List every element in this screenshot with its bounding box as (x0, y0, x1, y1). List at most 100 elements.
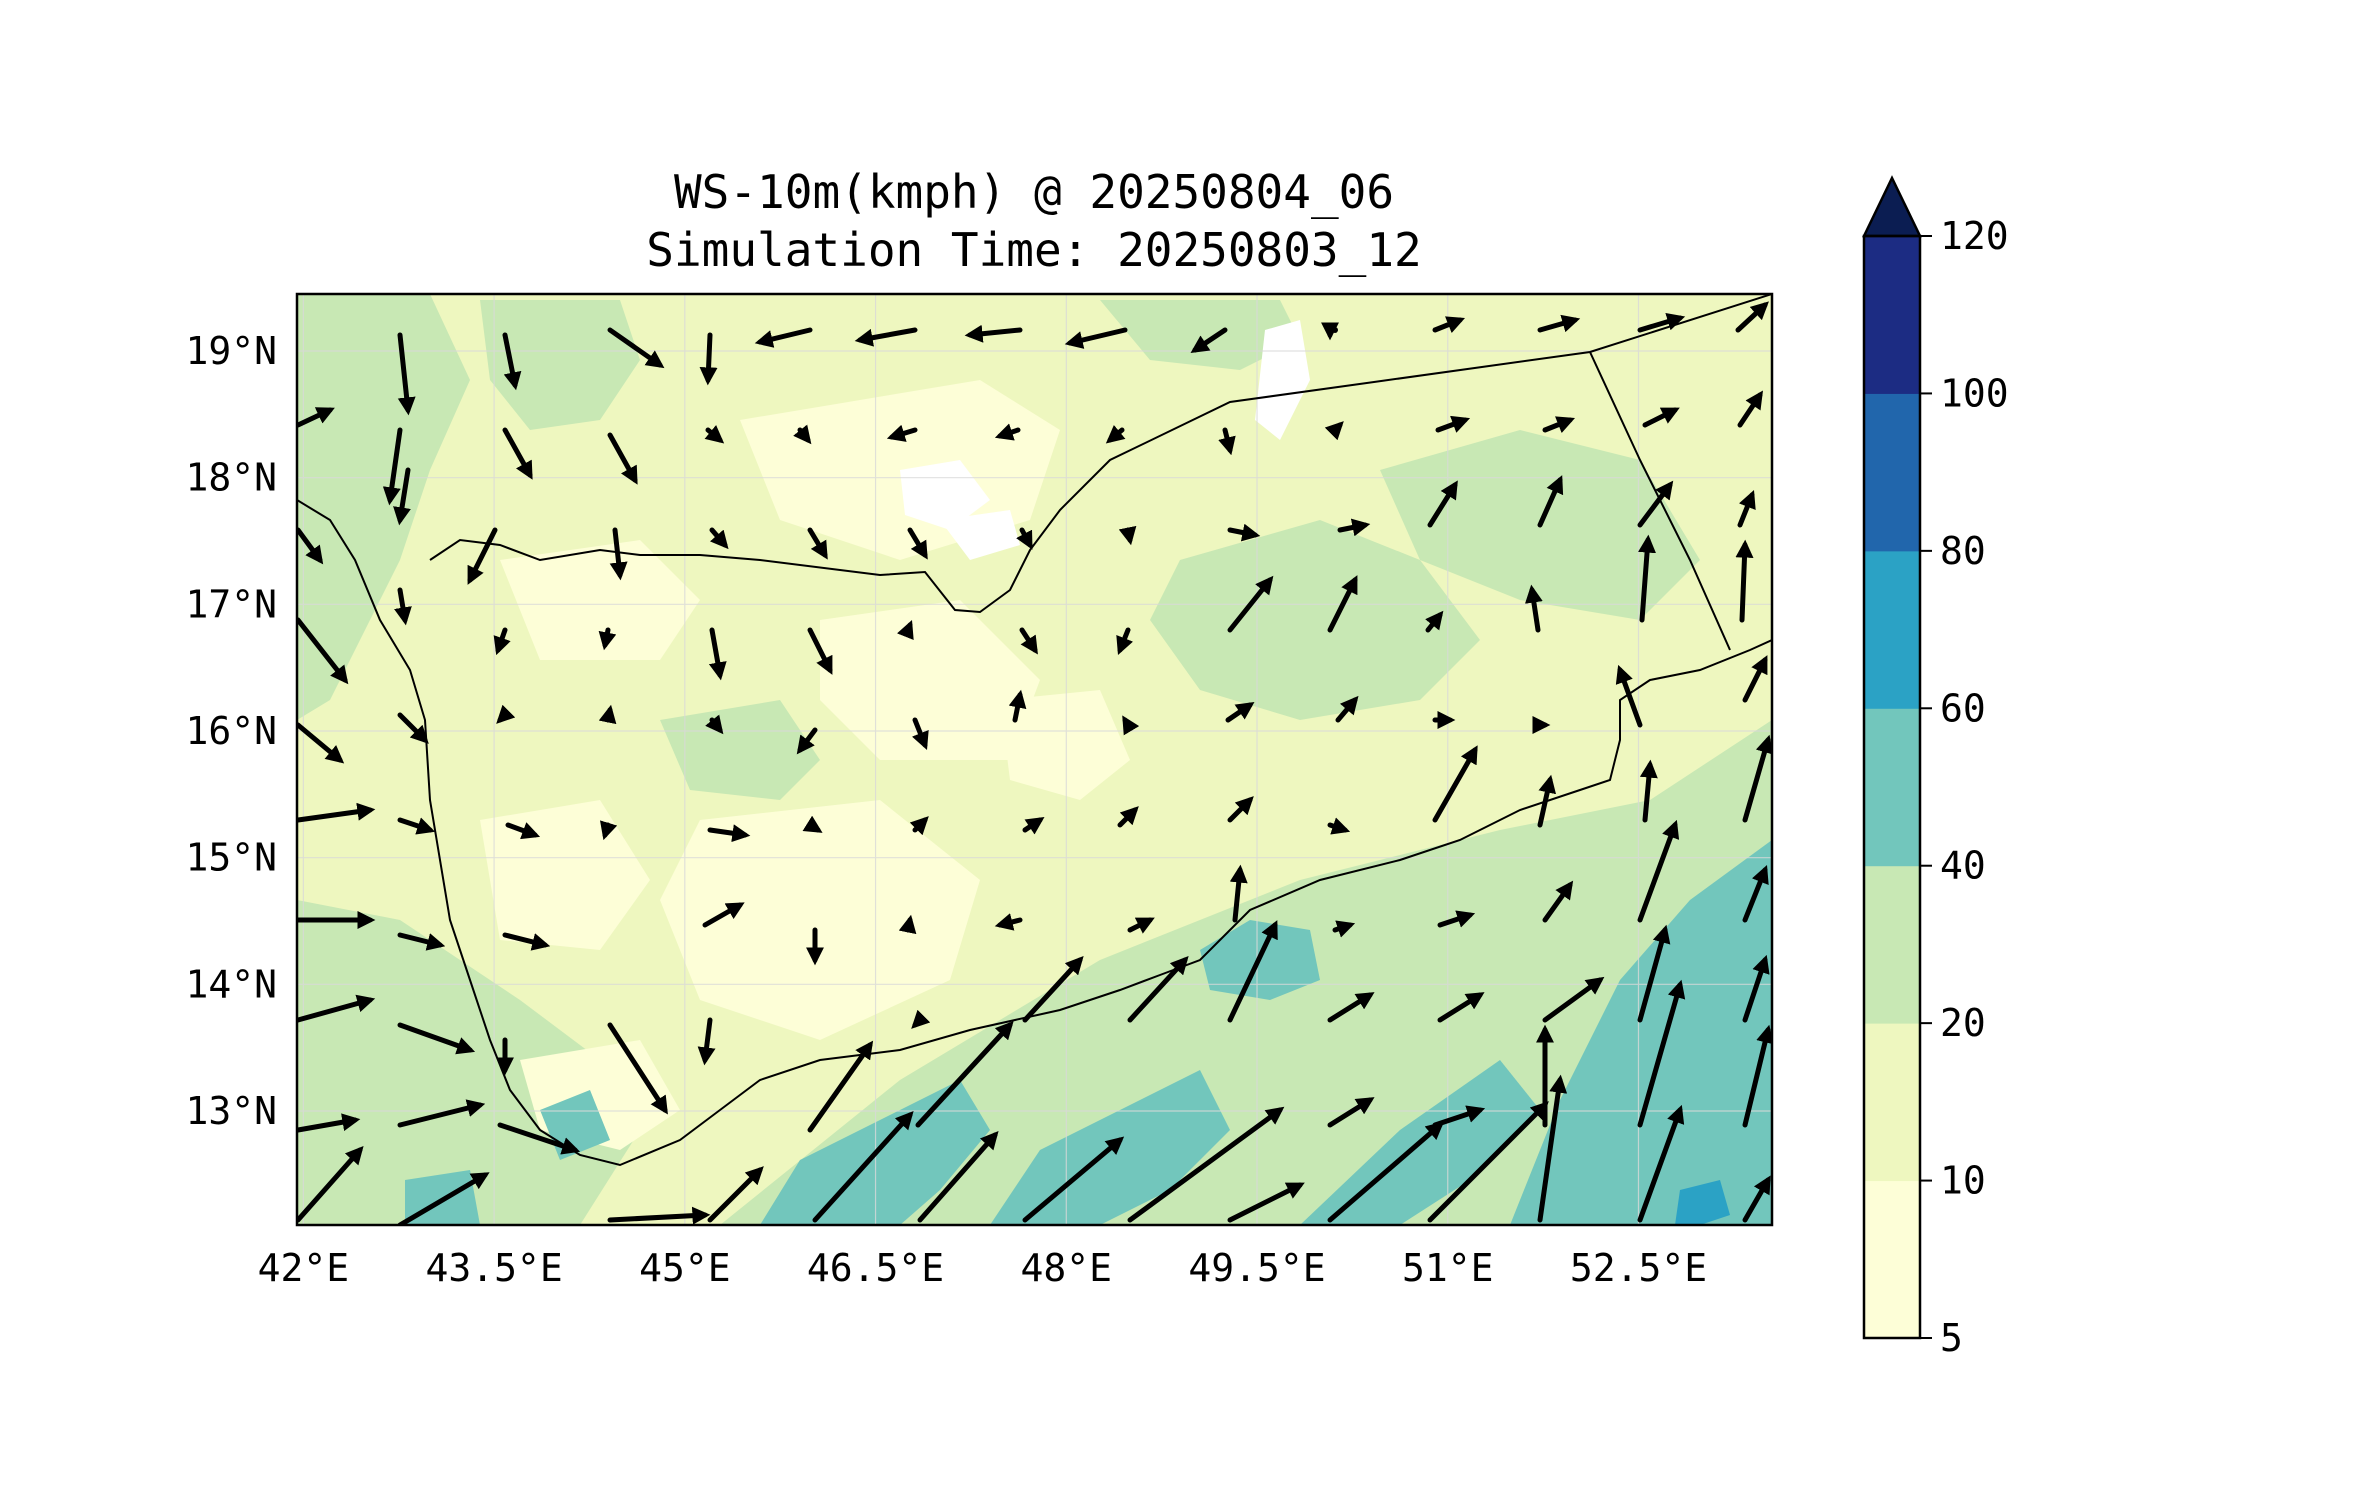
wind-arrow (1327, 575, 1358, 633)
colorbar: 5 10 20 40 60 80 100 120 (1862, 175, 2009, 1360)
lat-tick-label: 19°N (185, 329, 277, 373)
wind-arrow (1742, 1024, 1772, 1128)
lon-tick-label: 43.5°E (425, 1246, 562, 1290)
wind-arrow (1637, 1104, 1685, 1223)
lat-tick-label: 14°N (185, 962, 277, 1006)
wind-arrow (1432, 745, 1478, 823)
wind-arrow (397, 932, 446, 951)
wind-arrow (502, 932, 551, 951)
wind-arrow (1437, 910, 1476, 928)
wind-arrow (1427, 1101, 1549, 1223)
wind-arrow (911, 717, 929, 751)
wind-arrow (911, 1009, 931, 1029)
wind-arrow (854, 327, 918, 347)
wind-arrow (1637, 480, 1674, 528)
wind-arrow (598, 627, 617, 651)
wind-arrow (1639, 759, 1658, 823)
wind-arrow (1022, 956, 1084, 1023)
wind-arrow (1327, 1121, 1445, 1223)
wind-arrow (1227, 523, 1261, 542)
wind-arrow (1737, 390, 1763, 428)
wind-arrow (1637, 313, 1686, 333)
wind-arrow (607, 327, 665, 369)
wind-arrow (1122, 715, 1140, 736)
wind-arrow (598, 704, 617, 725)
latitude-axis: 13°N 14°N 15°N 16°N 17°N 18°N 19°N (185, 329, 277, 1133)
wind-arrow (297, 1145, 364, 1223)
wind-arrow (297, 527, 324, 565)
wind-arrow (1542, 976, 1605, 1023)
lat-tick-label: 16°N (185, 709, 277, 753)
wind-arrow (1637, 924, 1671, 1023)
wind-arrow (493, 627, 511, 656)
wind-arrow (697, 1017, 716, 1066)
plot-title-line1: WS-10m(kmph) @ 20250804_06 (674, 165, 1394, 219)
wind-arrow-calm (1332, 327, 1338, 333)
wind-arrow (1337, 518, 1371, 537)
lon-tick-label: 42°E (258, 1246, 350, 1290)
wind-arrow (886, 424, 918, 442)
colorbar-extend-triangle (1862, 175, 1922, 238)
wind-arrow (1225, 701, 1255, 723)
wind-arrow (1537, 774, 1557, 828)
wind-arrow (1019, 627, 1038, 655)
wind-arrow (1735, 539, 1754, 623)
wind-arrow (609, 527, 628, 581)
map-frame (295, 292, 1774, 1227)
wind-arrow (1335, 695, 1359, 723)
wind-arrow (1008, 689, 1027, 723)
wind-arrow (1437, 992, 1485, 1023)
wind-arrow (502, 332, 522, 391)
wind-arrow (807, 1040, 874, 1133)
wind-arrow (1022, 1136, 1125, 1223)
wind-arrow (1435, 415, 1471, 433)
wind-arrow (708, 627, 727, 681)
wind-arrow (915, 1021, 1014, 1128)
wind-arrow (502, 427, 533, 480)
wind-arrow (1427, 480, 1458, 528)
wind-arrow (1615, 664, 1643, 728)
wind-arrow (898, 914, 917, 935)
wind-arrow (397, 1172, 490, 1225)
wind-arrow (1327, 1097, 1375, 1128)
wind-arrow (802, 815, 823, 833)
wind-arrow (397, 712, 429, 744)
wind-arrow (1064, 327, 1128, 349)
wind-zone-60-80 (1675, 1180, 1730, 1225)
lat-tick-label: 17°N (185, 582, 277, 626)
wind-arrow (1127, 917, 1155, 934)
wind-arrow (1227, 920, 1278, 1023)
wind-arrow (297, 802, 376, 823)
wind-arrow (297, 1113, 361, 1133)
wind-arrow (397, 332, 416, 416)
wind-arrow (1127, 1106, 1285, 1223)
lon-tick-label: 46.5°E (807, 1246, 944, 1290)
wind-arrow (1116, 627, 1134, 656)
wind-arrow (917, 1130, 999, 1223)
wind-arrow (1742, 655, 1768, 703)
wind-arrow (1229, 864, 1248, 923)
wind-arrow (1542, 880, 1574, 923)
colorbar-segment (1864, 865, 1920, 1024)
wind-arrow (1524, 584, 1543, 633)
wind-arrow (964, 324, 1023, 343)
longitude-axis: 42°E 43.5°E 45°E 46.5°E 48°E 49.5°E 51°E 52.5°E (258, 1246, 1708, 1290)
wind-arrow (994, 423, 1021, 441)
wind-arrow (497, 1122, 581, 1155)
wind-arrow (807, 627, 833, 675)
wind-arrow (707, 824, 751, 843)
wind-arrow (1190, 327, 1228, 353)
wind-arrow (807, 527, 828, 560)
wind-arrow (907, 527, 928, 560)
wind-arrow (397, 1022, 476, 1055)
colorbar-level-label: 120 (1940, 214, 2009, 258)
lon-tick-label: 51°E (1402, 1246, 1494, 1290)
wind-arrow (496, 704, 516, 724)
wind-arrow (1537, 1074, 1568, 1223)
wind-arrow (705, 714, 724, 735)
wind-arrow (297, 722, 345, 764)
wind-arrow (1432, 1105, 1486, 1128)
wind-arrow (1324, 421, 1344, 441)
wind-arrow (699, 332, 718, 386)
